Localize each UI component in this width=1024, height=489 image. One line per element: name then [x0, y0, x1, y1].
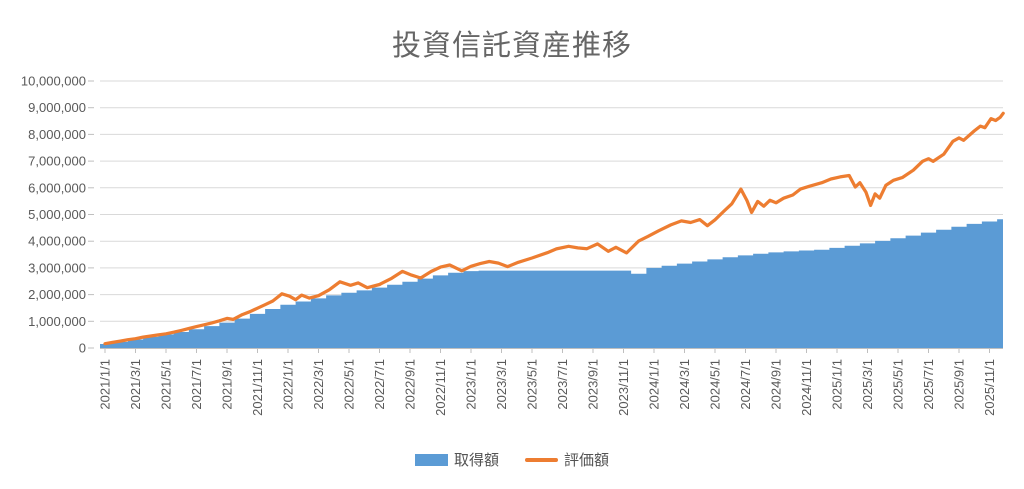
y-tick-label: 6,000,000 [28, 180, 86, 195]
x-tick-label: 2025/1/1 [830, 359, 845, 410]
chart-legend: 取得額 評価額 [0, 449, 1024, 470]
x-tick-label: 2024/5/1 [708, 359, 723, 410]
x-tick-label: 2021/3/1 [128, 359, 143, 410]
y-tick-label: 2,000,000 [28, 287, 86, 302]
x-tick-label: 2024/7/1 [738, 359, 753, 410]
x-tick-label: 2023/9/1 [586, 359, 601, 410]
x-tick-label: 2022/3/1 [311, 359, 326, 410]
x-tick-label: 2022/11/1 [433, 359, 448, 416]
x-tick-label: 2023/11/1 [616, 359, 631, 416]
y-tick-label: 9,000,000 [28, 100, 86, 115]
x-tick-label: 2025/7/1 [921, 359, 936, 410]
x-tick-label: 2021/1/1 [98, 359, 113, 410]
y-tick-label: 1,000,000 [28, 314, 86, 329]
legend-line-swatch [525, 457, 558, 462]
x-tick-label: 2022/5/1 [342, 359, 357, 410]
x-tick-label: 2023/3/1 [494, 359, 509, 410]
y-tick-label: 3,000,000 [28, 260, 86, 275]
x-tick-label: 2023/5/1 [525, 359, 540, 410]
legend-bar-swatch [414, 453, 448, 466]
legend-item-acquisition: 取得額 [414, 449, 499, 470]
y-tick-label: 10,000,000 [21, 74, 86, 89]
series-valuation-line [103, 111, 1005, 346]
y-tick-label: 8,000,000 [28, 127, 86, 142]
x-tick-label: 2021/7/1 [189, 359, 204, 410]
x-tick-label: 2021/9/1 [220, 359, 235, 410]
x-tick-label: 2024/1/1 [647, 359, 662, 410]
y-tick-label: 0 [79, 341, 86, 356]
x-tick-label: 2023/1/1 [464, 359, 479, 410]
series-acquisition-area [100, 219, 1003, 348]
x-tick-label: 2025/3/1 [860, 359, 875, 410]
x-tick-label: 2022/7/1 [372, 359, 387, 410]
y-tick-label: 4,000,000 [28, 234, 86, 249]
x-tick-label: 2024/11/1 [799, 359, 814, 416]
x-tick-label: 2025/11/1 [982, 359, 997, 416]
x-tick-label: 2024/3/1 [677, 359, 692, 410]
x-tick-label: 2024/9/1 [769, 359, 784, 410]
x-tick-label: 2021/11/1 [250, 359, 265, 416]
legend-label-valuation: 評価額 [564, 452, 610, 469]
x-tick-label: 2021/5/1 [159, 359, 174, 410]
x-tick-label: 2025/5/1 [891, 359, 906, 410]
x-tick-label: 2025/9/1 [952, 359, 967, 410]
legend-label-acquisition: 取得額 [453, 452, 499, 469]
x-tick-label: 2022/1/1 [281, 359, 296, 410]
y-tick-label: 7,000,000 [28, 154, 86, 169]
x-tick-label: 2023/7/1 [555, 359, 570, 410]
chart-title: 投資信託資産推移 [391, 30, 632, 62]
legend-item-valuation: 評価額 [525, 449, 609, 470]
y-tick-label: 5,000,000 [28, 207, 86, 222]
x-tick-label: 2022/9/1 [403, 359, 418, 410]
